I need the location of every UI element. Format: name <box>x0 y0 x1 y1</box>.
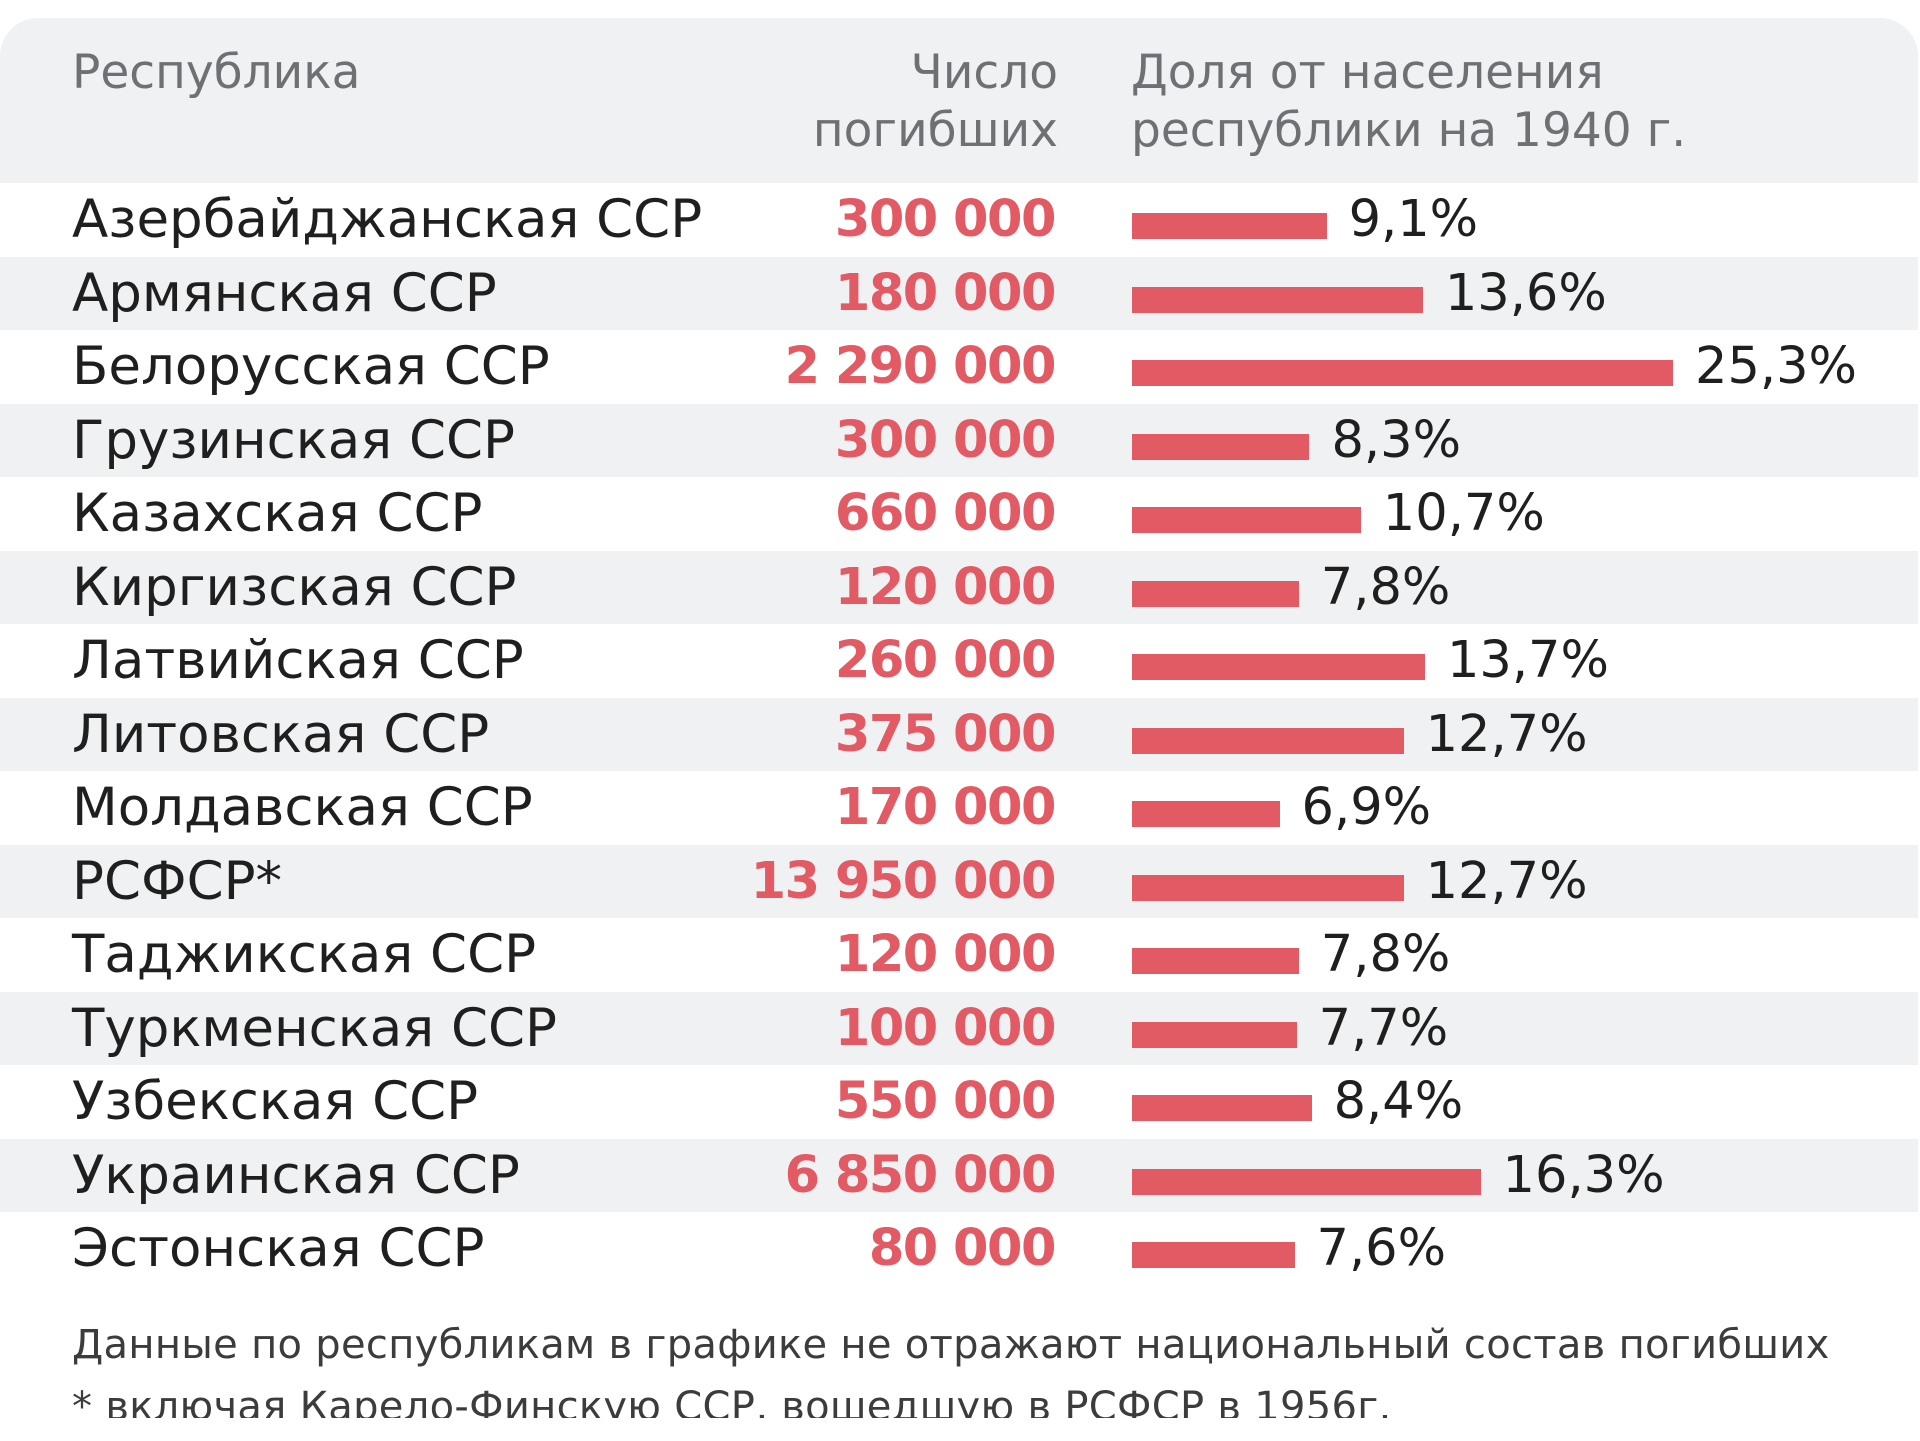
table-row: Эстонская ССР 80 000 7,6% <box>0 1212 1918 1286</box>
share-value-label: 10,7% <box>1382 484 1545 543</box>
republic-name: Литовская ССР <box>72 703 490 765</box>
table-row: Казахская ССР 660 000 10,7% <box>0 477 1918 551</box>
share-value-label: 7,8% <box>1320 925 1451 984</box>
share-bar <box>1132 874 1404 901</box>
death-count: 550 000 <box>834 1072 1057 1131</box>
share-value-label: 6,9% <box>1301 778 1432 837</box>
republic-name: Грузинская ССР <box>72 409 515 471</box>
death-count: 170 000 <box>834 778 1057 837</box>
share-bar <box>1132 213 1327 239</box>
share-bar <box>1132 507 1361 533</box>
table-row: Грузинская ССР 300 000 8,3% <box>0 403 1918 477</box>
table-row: РСФСР* 13 950 000 12,7% <box>0 844 1918 918</box>
table-row: Белорусская ССР 2 290 000 25,3% <box>0 330 1918 404</box>
table-row: Азербайджанская ССР 300 000 9,1% <box>0 183 1918 257</box>
republic-name: Украинская ССР <box>72 1144 520 1206</box>
republic-name: Таджикская ССР <box>72 924 537 985</box>
republic-name: Белорусская ССР <box>72 336 550 397</box>
table-row: Туркменская ССР 100 000 7,7% <box>0 991 1918 1065</box>
republic-name: Эстонская ССР <box>72 1218 485 1279</box>
header-republic: Республика <box>72 45 361 100</box>
death-count: 260 000 <box>834 631 1057 690</box>
table-row: Латвийская ССР 260 000 13,7% <box>0 624 1918 698</box>
share-value-label: 8,4% <box>1333 1072 1464 1131</box>
republic-name: Армянская ССР <box>72 262 497 324</box>
share-bar <box>1132 433 1310 460</box>
death-count: 13 950 000 <box>750 851 1057 911</box>
share-value-label: 12,7% <box>1425 704 1588 764</box>
republic-name: Молдавская ССР <box>72 777 533 838</box>
share-bar <box>1132 360 1673 386</box>
share-value-label: 7,6% <box>1316 1219 1447 1278</box>
share-bar <box>1132 948 1299 974</box>
share-bar <box>1132 1095 1312 1121</box>
footnote-data-disclaimer: Данные по республикам в графике не отраж… <box>72 1322 1830 1368</box>
share-bar <box>1132 286 1423 313</box>
share-value-label: 7,8% <box>1320 557 1451 617</box>
republic-name: Киргизская ССР <box>72 556 517 618</box>
share-value-label: 9,1% <box>1348 190 1479 249</box>
death-count: 2 290 000 <box>784 337 1057 396</box>
republic-name: РСФСР* <box>72 850 283 912</box>
death-count: 120 000 <box>834 557 1057 617</box>
share-value-label: 13,6% <box>1444 263 1607 323</box>
death-count: 80 000 <box>868 1219 1057 1278</box>
republic-name: Казахская ССР <box>72 483 483 544</box>
table-row: Литовская ССР 375 000 12,7% <box>0 697 1918 771</box>
republic-name: Латвийская ССР <box>72 630 524 691</box>
table-row: Армянская ССР 180 000 13,6% <box>0 256 1918 330</box>
share-bar <box>1132 727 1404 754</box>
share-value-label: 7,7% <box>1318 998 1449 1058</box>
share-value-label: 25,3% <box>1695 337 1858 396</box>
table-header: Республика Число погибших Доля от населен… <box>0 18 1918 183</box>
share-bar <box>1132 654 1425 680</box>
share-value-label: 12,7% <box>1425 851 1588 911</box>
death-count: 6 850 000 <box>784 1145 1057 1205</box>
death-count: 375 000 <box>834 704 1057 764</box>
death-count: 120 000 <box>834 925 1057 984</box>
table-row: Украинская ССР 6 850 000 16,3% <box>0 1138 1918 1212</box>
share-bar <box>1132 580 1299 607</box>
share-value-label: 16,3% <box>1502 1145 1665 1205</box>
republic-name: Азербайджанская ССР <box>72 189 703 250</box>
share-bar <box>1132 1021 1297 1048</box>
death-count: 300 000 <box>834 410 1057 470</box>
share-value-label: 13,7% <box>1446 631 1609 690</box>
table-row: Таджикская ССР 120 000 7,8% <box>0 918 1918 992</box>
republic-name: Узбекская ССР <box>72 1071 479 1132</box>
death-count: 300 000 <box>834 190 1057 249</box>
table-row: Киргизская ССР 120 000 7,8% <box>0 550 1918 624</box>
footnote-rsfsr: * включая Карело-Финскую ССР, вошедшую в… <box>72 1384 1392 1418</box>
table-row: Узбекская ССР 550 000 8,4% <box>0 1065 1918 1139</box>
death-count: 180 000 <box>834 263 1057 323</box>
death-count: 660 000 <box>834 484 1057 543</box>
share-value-label: 8,3% <box>1331 410 1462 470</box>
header-population-share: Доля от населения республики на 1940 г. <box>1131 45 1687 158</box>
table-row: Молдавская ССР 170 000 6,9% <box>0 771 1918 845</box>
chart-card: Республика Число погибших Доля от населен… <box>0 18 1918 1418</box>
republic-name: Туркменская ССР <box>72 997 557 1059</box>
share-bar <box>1132 1168 1481 1195</box>
death-count: 100 000 <box>834 998 1057 1058</box>
header-death-count: Число погибших <box>812 45 1058 158</box>
share-bar <box>1132 1242 1295 1268</box>
share-bar <box>1132 801 1280 827</box>
